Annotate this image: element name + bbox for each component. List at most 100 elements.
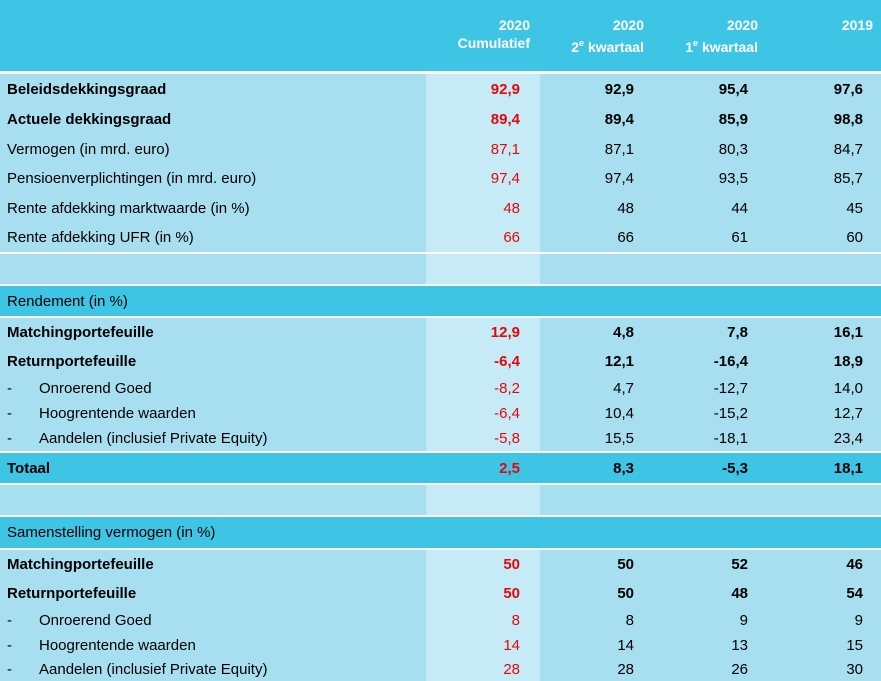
header-q1: 2020 1e kwartaal: [654, 0, 768, 71]
cell-cumulative-text: 12,9: [490, 324, 520, 341]
row-label-text: Totaal: [7, 459, 51, 477]
table-row: Actuele dekkingsgraad 89,4 89,4 85,9 98,8: [0, 104, 881, 134]
row-label-text: Matchingportefeuille: [7, 324, 154, 341]
cell-2019: 46: [768, 550, 881, 579]
cell-2019: 98,8: [768, 104, 881, 134]
cell-2019: 9: [768, 608, 881, 633]
row-label-text: Onroerend Goed: [39, 612, 152, 629]
cell-cumulative: 92,9: [426, 74, 540, 104]
cell-cumulative-text: 28: [503, 661, 520, 678]
table-row: - Aandelen (inclusief Private Equity) -5,8…: [0, 426, 881, 451]
cell-q1-text: 85,9: [718, 110, 748, 128]
header-q2-year: 2020: [612, 17, 644, 33]
row-label: Matchingportefeuille: [0, 318, 426, 347]
cell-cumulative-text: -8,2: [494, 380, 520, 397]
cell-q2: 28: [540, 658, 654, 681]
cell-q2: 14: [540, 633, 654, 658]
blank-cell: [426, 485, 540, 515]
cell-2019-text: 45: [846, 199, 863, 217]
row-label-text: Actuele dekkingsgraad: [7, 110, 172, 128]
cell-2019-text: 84,7: [833, 140, 863, 158]
cell-2019: 85,7: [768, 163, 881, 193]
dash-marker: -: [7, 637, 12, 654]
blank-cell: [768, 485, 881, 515]
header-cumulative: 2020 Cumulatief: [426, 0, 540, 71]
header-2019-year: 2019: [841, 17, 873, 33]
cell-2019-text: 18,9: [833, 353, 863, 370]
section-header-returns: Rendement (in %): [0, 286, 881, 316]
cell-q1: 48: [654, 579, 768, 608]
table-row: Returnportefeuille -6,4 12,1 -16,4 18,9: [0, 347, 881, 376]
cell-cumulative-text: -5,8: [494, 430, 520, 447]
cell-q2-text: 8: [625, 612, 634, 629]
cell-cumulative: 89,4: [426, 104, 540, 134]
table-row: Pensioenverplichtingen (in mrd. euro) 97,…: [0, 163, 881, 193]
row-label-text: Hoogrentende waarden: [39, 405, 196, 422]
cell-cumulative: 2,5: [426, 453, 540, 483]
row-label-text: Pensioenverplichtingen (in mrd. euro): [7, 169, 257, 187]
blank-cell: [540, 254, 654, 284]
spacer-row: [0, 254, 881, 284]
table-row: - Onroerend Goed 8 8 9 9: [0, 608, 881, 633]
dash-marker: -: [7, 612, 12, 629]
cell-2019-text: 16,1: [833, 324, 863, 341]
cell-2019: 14,0: [768, 376, 881, 401]
total-row: Totaal 2,5 8,3 -5,3 18,1: [0, 453, 881, 483]
cell-q2: 89,4: [540, 104, 654, 134]
row-label: Rente afdekking marktwaarde (in %): [0, 193, 426, 223]
cell-q1-text: -16,4: [713, 353, 748, 370]
section-title-text: Samenstelling vermogen (in %): [7, 524, 216, 541]
header-q1-year: 2020: [726, 17, 758, 33]
row-label: Beleidsdekkingsgraad: [0, 74, 426, 104]
cell-q2-text: 28: [617, 661, 634, 678]
cell-2019-text: 85,7: [833, 169, 863, 187]
cell-q2: 48: [540, 193, 654, 223]
cell-cumulative-text: -6,4: [494, 353, 520, 370]
cell-q2: 4,7: [540, 376, 654, 401]
cell-cumulative-text: 14: [503, 637, 520, 654]
cell-2019: 54: [768, 579, 881, 608]
cell-q2: 8: [540, 608, 654, 633]
cell-q1-text: 61: [731, 228, 748, 246]
cell-q1: 93,5: [654, 163, 768, 193]
table-row: Returnportefeuille 50 50 48 54: [0, 579, 881, 608]
cell-q1-text: 26: [731, 661, 748, 678]
cell-q2: 87,1: [540, 134, 654, 164]
cell-q1: -12,7: [654, 376, 768, 401]
cell-q1: 95,4: [654, 74, 768, 104]
blank-cell: [426, 254, 540, 284]
cell-cumulative-text: 50: [503, 585, 520, 602]
cell-cumulative: 28: [426, 658, 540, 681]
cell-2019: 18,1: [768, 453, 881, 483]
cell-q2-text: 15,5: [604, 430, 634, 447]
header-cum-label: Cumulatief: [457, 35, 530, 51]
cell-2019: 30: [768, 658, 881, 681]
cell-2019-text: 15: [846, 637, 863, 654]
cell-cumulative-text: -6,4: [494, 405, 520, 422]
cell-2019-text: 23,4: [833, 430, 863, 447]
table-row: Matchingportefeuille 50 50 52 46: [0, 550, 881, 579]
cell-q2-text: 92,9: [604, 80, 634, 98]
row-label-text: Rente afdekking marktwaarde (in %): [7, 199, 250, 217]
cell-2019: 45: [768, 193, 881, 223]
cell-q2-text: 50: [617, 556, 634, 573]
row-label: Rente afdekking UFR (in %): [0, 222, 426, 252]
row-label-text: Onroerend Goed: [39, 380, 152, 397]
cell-q1-text: 48: [731, 585, 748, 602]
cell-q1-text: 13: [731, 637, 748, 654]
row-label: Matchingportefeuille: [0, 550, 426, 579]
cell-q1: 80,3: [654, 134, 768, 164]
cell-q2-text: 4,7: [613, 380, 634, 397]
row-label: - Onroerend Goed: [0, 376, 426, 401]
table-row: Beleidsdekkingsgraad 92,9 92,9 95,4 97,6: [0, 74, 881, 104]
cell-cumulative: 50: [426, 550, 540, 579]
cell-cumulative-text: 97,4: [490, 169, 520, 187]
cell-q2-text: 66: [617, 228, 634, 246]
row-label-text: Aandelen (inclusief Private Equity): [39, 661, 268, 678]
cell-q1: 9: [654, 608, 768, 633]
cell-2019-text: 18,1: [833, 459, 863, 477]
cell-2019: 23,4: [768, 426, 881, 451]
cell-q2: 92,9: [540, 74, 654, 104]
header-empty: [0, 0, 426, 71]
cell-2019: 16,1: [768, 318, 881, 347]
